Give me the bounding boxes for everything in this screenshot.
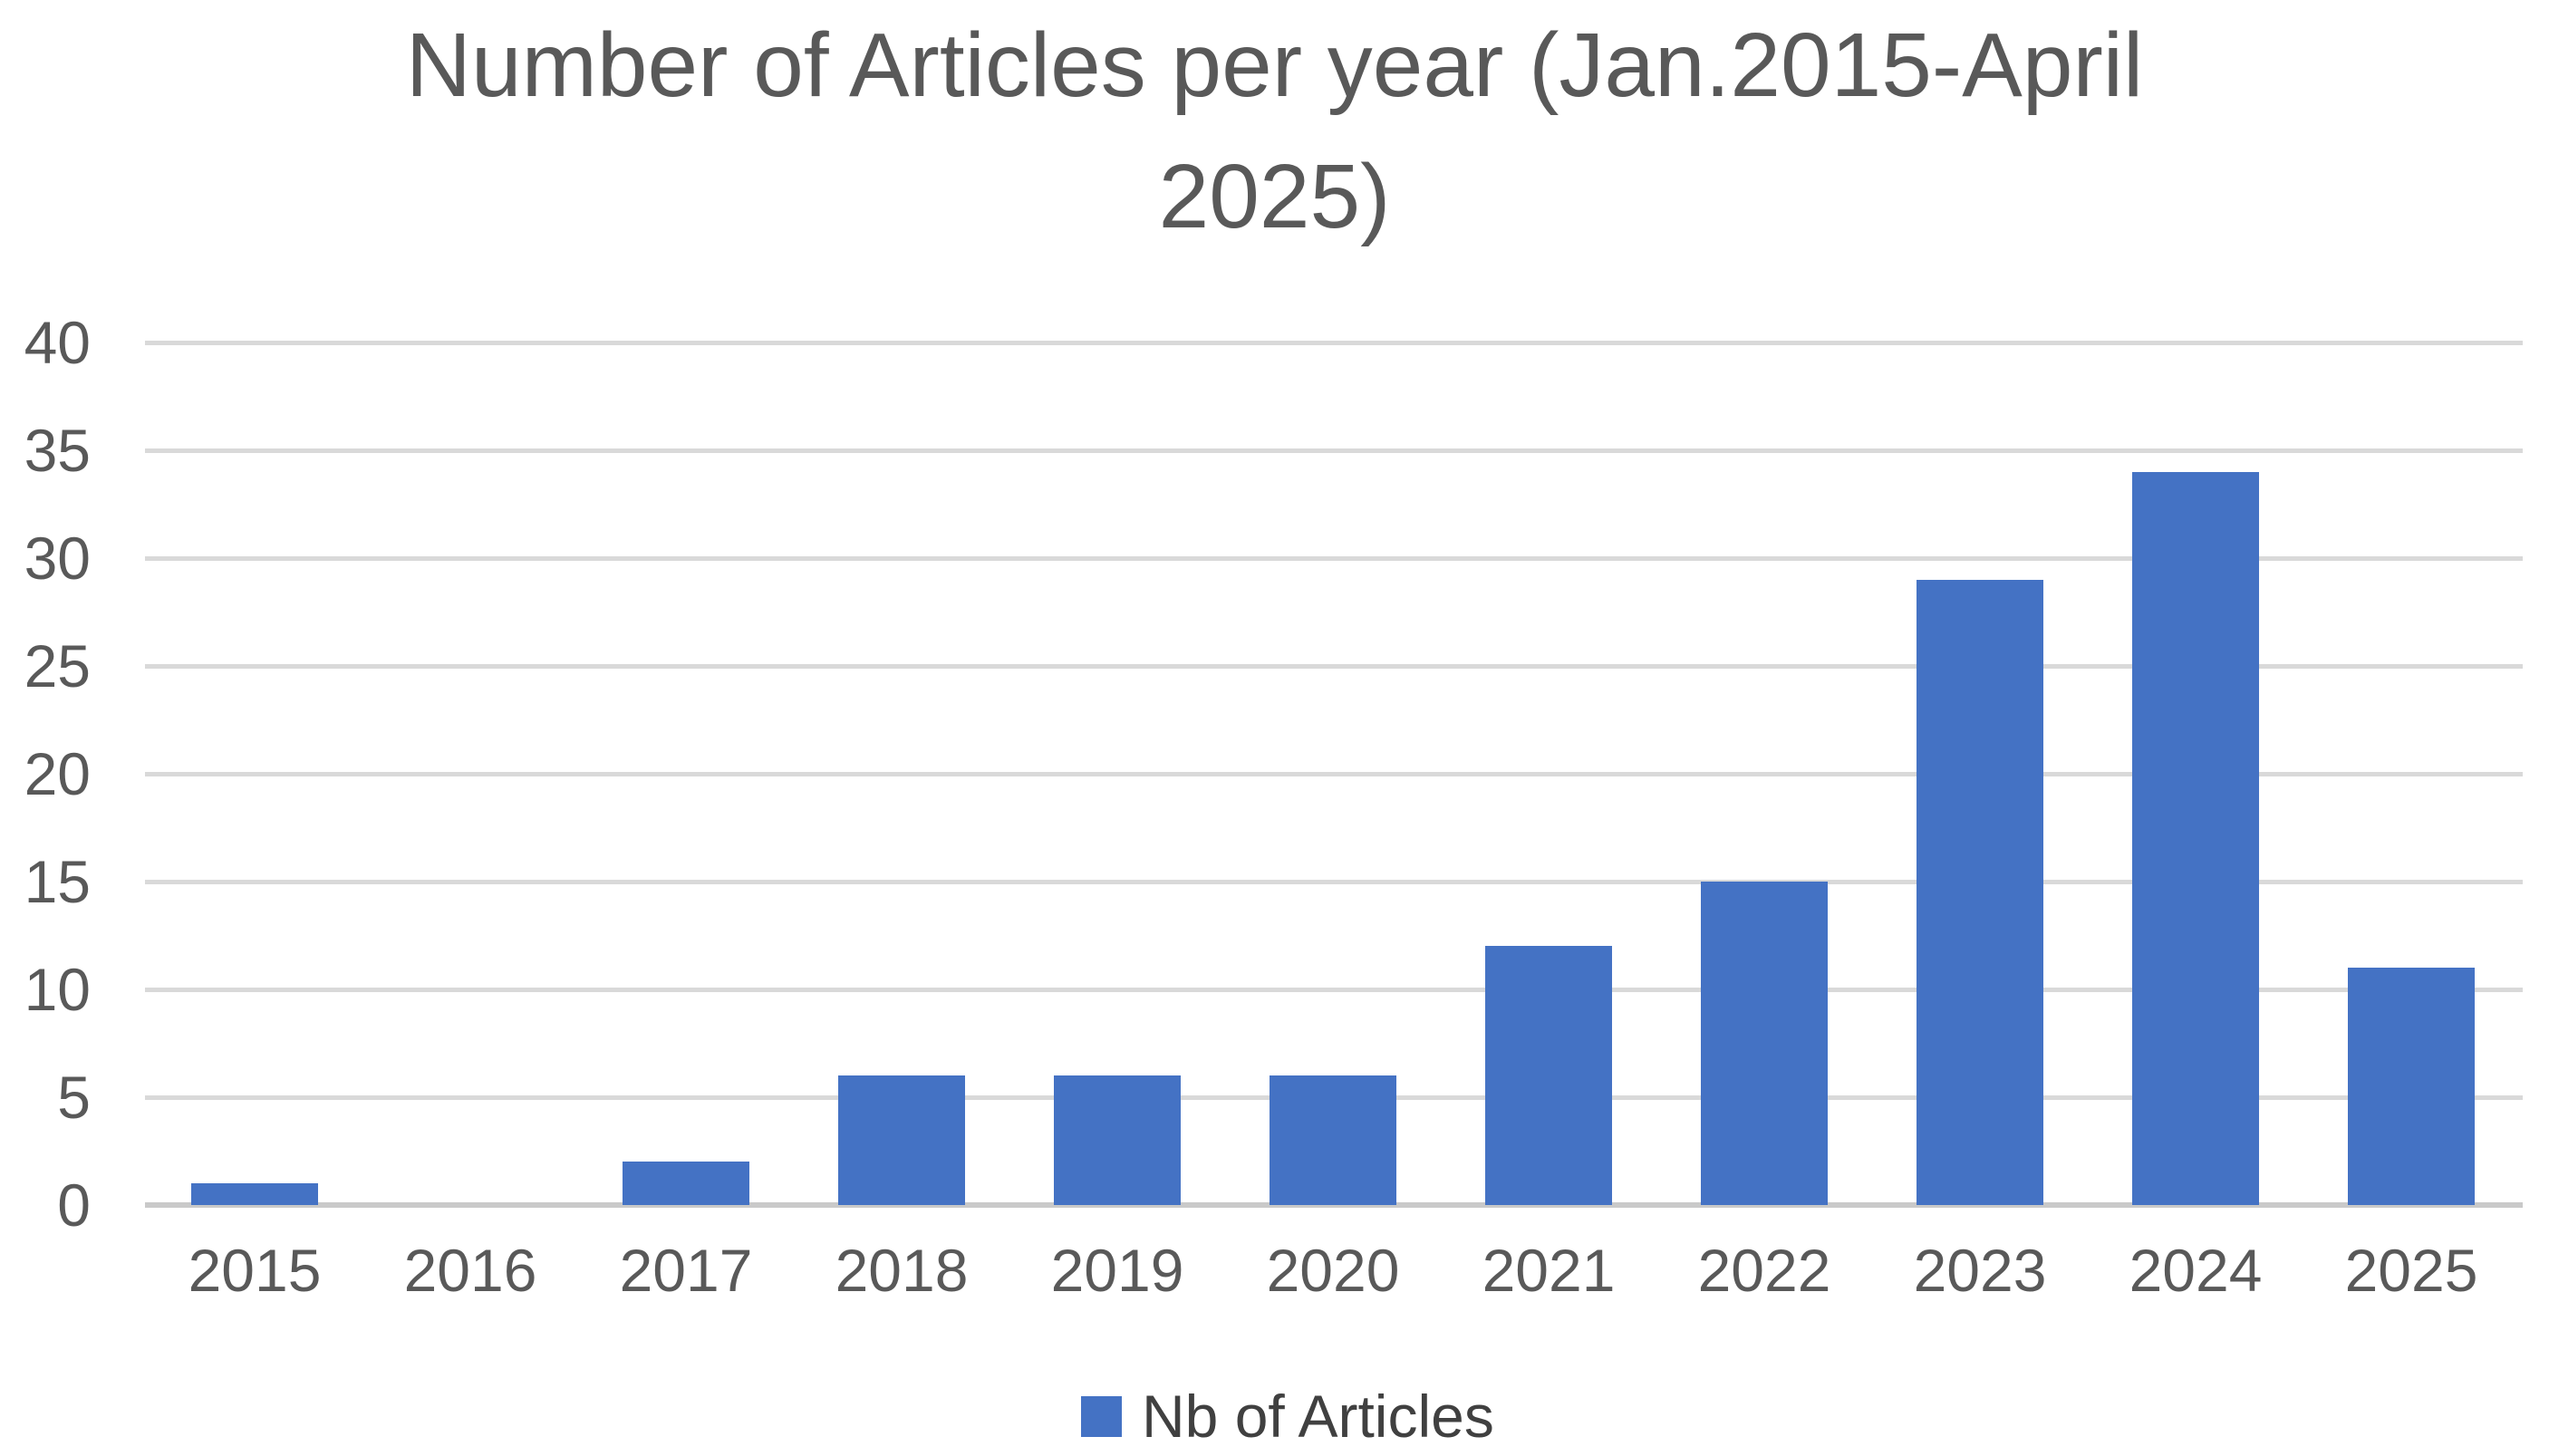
bar-2024 bbox=[2132, 471, 2259, 1205]
bar-2021 bbox=[1485, 946, 1612, 1205]
y-axis-tick-label: 5 bbox=[57, 1064, 91, 1131]
y-axis-tick-label: 30 bbox=[24, 525, 91, 592]
x-axis-label: 2017 bbox=[619, 1237, 753, 1304]
y-axis-tick-label: 25 bbox=[24, 632, 91, 699]
bar-2020 bbox=[1270, 1075, 1396, 1205]
x-axis-label: 2021 bbox=[1482, 1237, 1616, 1304]
bar-2015 bbox=[191, 1183, 318, 1205]
x-axis-label: 2020 bbox=[1266, 1237, 1400, 1304]
legend-series-label: Nb of Articles bbox=[1142, 1383, 1494, 1450]
y-axis-tick-label: 15 bbox=[24, 848, 91, 915]
gridline bbox=[145, 771, 2523, 776]
y-axis-tick-label: 35 bbox=[24, 417, 91, 484]
x-axis-label: 2016 bbox=[403, 1237, 537, 1304]
x-axis-label: 2018 bbox=[835, 1237, 969, 1304]
legend: Nb of Articles bbox=[1081, 1384, 1494, 1448]
y-axis-tick-label: 40 bbox=[24, 309, 91, 376]
gridline bbox=[145, 879, 2523, 884]
chart-title: Number of Articles per year (Jan.2015-Ap… bbox=[405, 14, 2144, 247]
bar-2017 bbox=[623, 1162, 749, 1205]
x-axis-label: 2023 bbox=[1913, 1237, 2047, 1304]
x-axis-label: 2025 bbox=[2344, 1237, 2478, 1304]
bar-2022 bbox=[1701, 882, 1828, 1205]
y-axis-tick-label: 10 bbox=[24, 956, 91, 1023]
y-axis-tick-label: 20 bbox=[24, 740, 91, 807]
bar-2018 bbox=[838, 1075, 965, 1205]
x-axis-line bbox=[145, 1202, 2523, 1208]
gridline bbox=[145, 448, 2523, 453]
gridline bbox=[145, 987, 2523, 992]
bar-2019 bbox=[1054, 1075, 1181, 1205]
bar-2023 bbox=[1917, 579, 2043, 1205]
x-axis-label: 2024 bbox=[2129, 1237, 2263, 1304]
x-axis-label: 2022 bbox=[1697, 1237, 1831, 1304]
y-axis-tick-label: 0 bbox=[57, 1172, 91, 1239]
bar-2025 bbox=[2348, 968, 2475, 1205]
legend-swatch bbox=[1081, 1395, 1122, 1437]
gridline bbox=[145, 555, 2523, 561]
gridline bbox=[145, 340, 2523, 345]
x-axis-label: 2019 bbox=[1050, 1237, 1184, 1304]
gridline bbox=[145, 663, 2523, 669]
x-axis-label: 2015 bbox=[188, 1237, 322, 1304]
